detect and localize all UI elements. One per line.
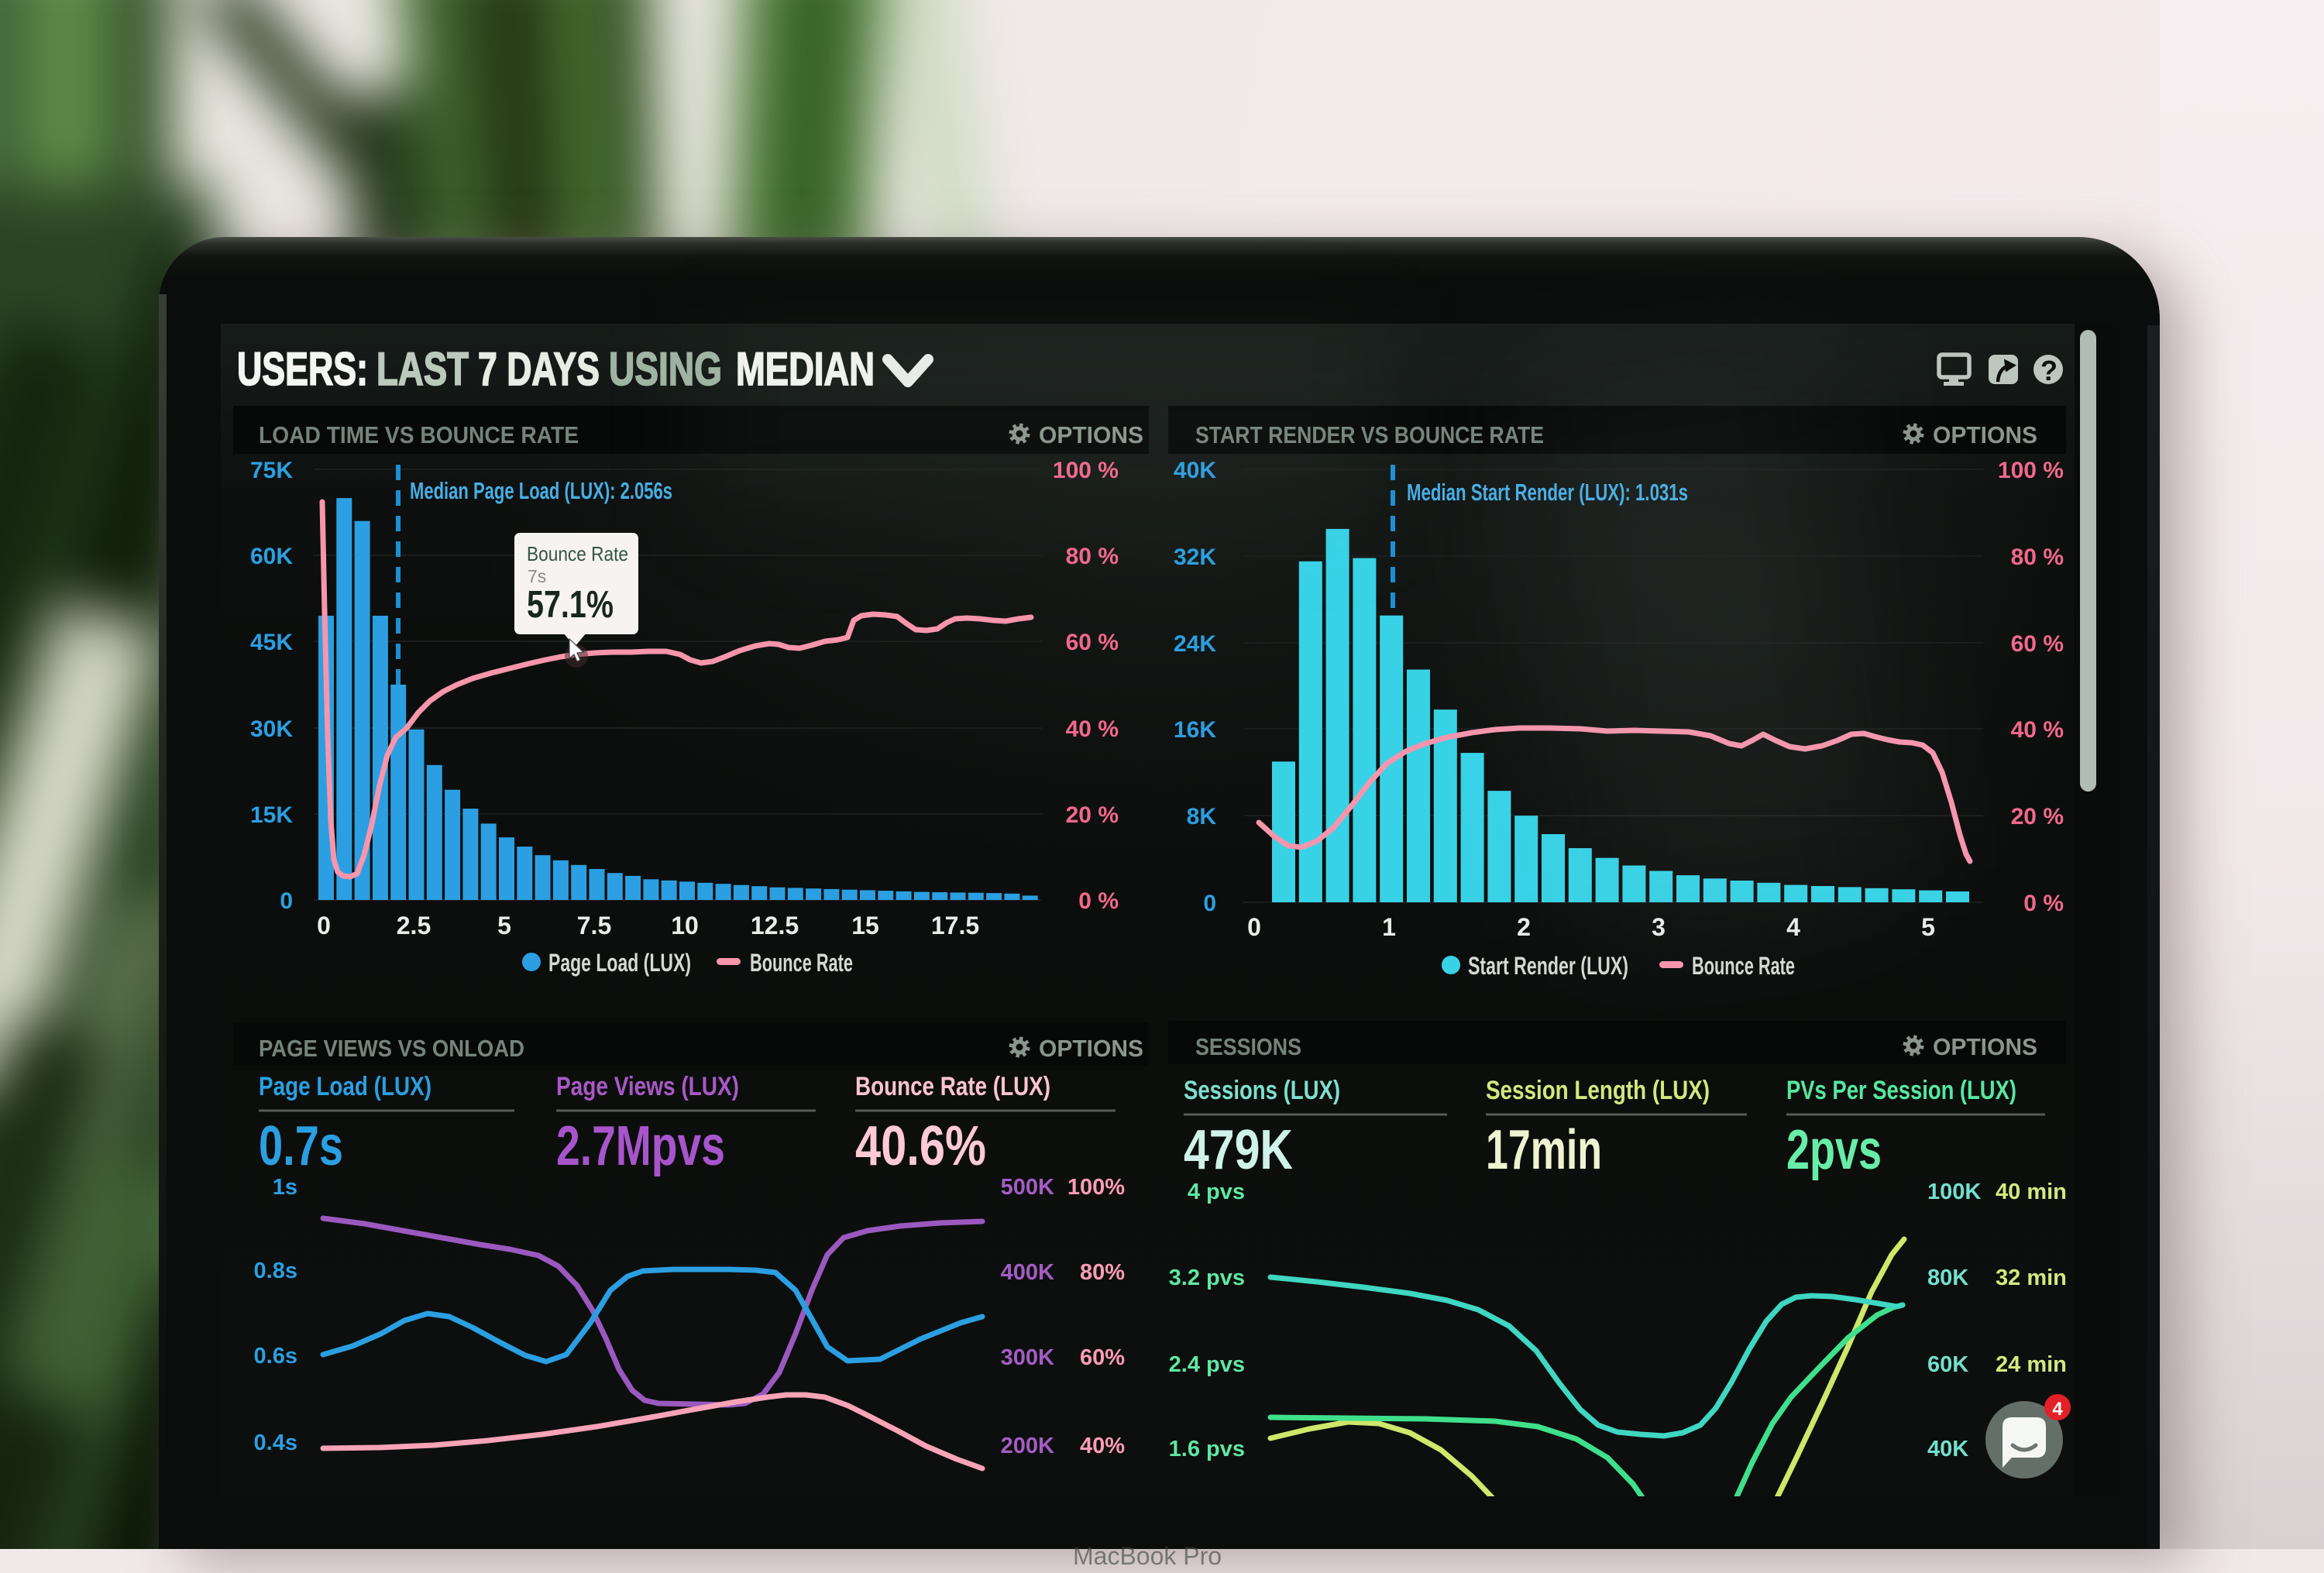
- svg-text:0: 0: [280, 888, 293, 914]
- svg-text:?: ?: [2040, 355, 2058, 386]
- svg-text:80 %: 80 %: [2011, 544, 2064, 570]
- svg-text:2.4 pvs: 2.4 pvs: [1169, 1352, 1245, 1377]
- svg-text:16K: 16K: [1174, 717, 1216, 743]
- svg-text:5: 5: [497, 912, 511, 939]
- svg-text:4: 4: [2052, 1399, 2063, 1420]
- svg-text:15: 15: [851, 912, 879, 939]
- svg-text:PVs Per Session (LUX): PVs Per Session (LUX): [1786, 1076, 2016, 1105]
- svg-text:300K: 300K: [1001, 1345, 1054, 1370]
- svg-text:200K: 200K: [1001, 1434, 1054, 1458]
- svg-text:Start Render (LUX): Start Render (LUX): [1468, 952, 1628, 980]
- svg-text:Page Load (LUX): Page Load (LUX): [259, 1072, 431, 1101]
- svg-text:Median Page Load (LUX): 2.056s: Median Page Load (LUX): 2.056s: [410, 477, 672, 504]
- svg-text:2: 2: [1517, 913, 1531, 941]
- svg-text:OPTIONS: OPTIONS: [1039, 421, 1143, 448]
- svg-text:2pvs: 2pvs: [1786, 1119, 1882, 1181]
- svg-text:1: 1: [1382, 913, 1396, 941]
- svg-text:40K: 40K: [1174, 458, 1216, 483]
- svg-text:24K: 24K: [1174, 631, 1216, 657]
- svg-text:15K: 15K: [250, 802, 293, 828]
- svg-text:0.8s: 0.8s: [254, 1259, 297, 1283]
- svg-text:0: 0: [317, 912, 331, 939]
- svg-text:45K: 45K: [250, 630, 293, 655]
- svg-text:80K: 80K: [1927, 1266, 1968, 1290]
- svg-text:7.5: 7.5: [577, 912, 611, 939]
- svg-text:5: 5: [1921, 913, 1935, 941]
- svg-text:START RENDER VS BOUNCE RATE: START RENDER VS BOUNCE RATE: [1195, 421, 1544, 448]
- svg-text:Bounce Rate (LUX): Bounce Rate (LUX): [855, 1072, 1050, 1101]
- svg-text:20 %: 20 %: [2011, 804, 2064, 829]
- svg-text:LAST: LAST: [376, 343, 469, 395]
- svg-text:LOAD TIME VS BOUNCE RATE: LOAD TIME VS BOUNCE RATE: [259, 421, 579, 448]
- svg-text:32 min: 32 min: [1996, 1266, 2067, 1290]
- svg-text:7s: 7s: [528, 566, 546, 586]
- svg-text:8K: 8K: [1187, 804, 1217, 829]
- svg-text:60 %: 60 %: [1066, 630, 1119, 655]
- svg-text:10: 10: [671, 912, 699, 939]
- svg-text:60 %: 60 %: [2011, 631, 2064, 657]
- svg-text:USING: USING: [609, 343, 722, 395]
- svg-text:OPTIONS: OPTIONS: [1933, 1033, 2037, 1060]
- svg-text:80%: 80%: [1080, 1260, 1125, 1285]
- svg-text:40%: 40%: [1080, 1434, 1125, 1458]
- svg-text:0 %: 0 %: [1078, 888, 1119, 914]
- svg-text:OPTIONS: OPTIONS: [1933, 421, 2037, 448]
- svg-text:0 %: 0 %: [2023, 891, 2064, 916]
- svg-text:Page Load (LUX): Page Load (LUX): [548, 949, 691, 977]
- svg-text:3.2 pvs: 3.2 pvs: [1169, 1266, 1245, 1290]
- svg-text:100 %: 100 %: [1053, 458, 1119, 483]
- svg-text:2.7Mpvs: 2.7Mpvs: [556, 1115, 725, 1177]
- svg-text:30K: 30K: [250, 716, 293, 742]
- svg-text:40 %: 40 %: [2011, 717, 2064, 743]
- svg-text:12.5: 12.5: [751, 912, 799, 939]
- svg-text:40 %: 40 %: [1066, 716, 1119, 742]
- svg-text:3: 3: [1652, 913, 1666, 941]
- svg-text:100%: 100%: [1067, 1175, 1125, 1200]
- svg-text:17min: 17min: [1486, 1119, 1602, 1181]
- svg-text:0: 0: [1247, 913, 1261, 941]
- svg-text:32K: 32K: [1174, 544, 1216, 570]
- svg-text:75K: 75K: [250, 458, 293, 483]
- svg-text:2.5: 2.5: [397, 912, 431, 939]
- svg-text:80 %: 80 %: [1066, 544, 1119, 569]
- svg-text:40K: 40K: [1927, 1437, 1968, 1461]
- svg-text:0: 0: [1203, 891, 1216, 916]
- svg-text:40 min: 40 min: [1996, 1180, 2067, 1204]
- svg-text:0.4s: 0.4s: [254, 1430, 297, 1455]
- svg-text:40.6%: 40.6%: [855, 1115, 986, 1177]
- svg-text:100 %: 100 %: [1998, 458, 2064, 483]
- svg-text:1s: 1s: [273, 1175, 297, 1200]
- svg-text:60%: 60%: [1080, 1345, 1125, 1370]
- svg-text:4: 4: [1786, 913, 1800, 941]
- svg-text:Page Views (LUX): Page Views (LUX): [556, 1072, 739, 1101]
- svg-text:USERS:: USERS:: [237, 343, 368, 395]
- svg-text:4 pvs: 4 pvs: [1188, 1180, 1245, 1204]
- svg-text:MEDIAN: MEDIAN: [736, 343, 875, 395]
- svg-text:OPTIONS: OPTIONS: [1039, 1035, 1143, 1062]
- svg-text:20 %: 20 %: [1066, 802, 1119, 828]
- svg-text:Session Length (LUX): Session Length (LUX): [1486, 1076, 1710, 1105]
- svg-text:100K: 100K: [1927, 1180, 1981, 1204]
- svg-text:400K: 400K: [1001, 1260, 1054, 1285]
- svg-text:Bounce Rate: Bounce Rate: [527, 542, 628, 565]
- svg-text:0.7s: 0.7s: [259, 1115, 343, 1177]
- svg-text:SESSIONS: SESSIONS: [1195, 1033, 1301, 1060]
- svg-text:17.5: 17.5: [931, 912, 979, 939]
- svg-text:60K: 60K: [250, 544, 293, 569]
- svg-text:PAGE VIEWS VS ONLOAD: PAGE VIEWS VS ONLOAD: [259, 1035, 524, 1062]
- svg-text:57.1%: 57.1%: [527, 584, 614, 626]
- svg-text:Bounce Rate: Bounce Rate: [1692, 952, 1795, 980]
- svg-text:479K: 479K: [1184, 1119, 1293, 1181]
- svg-text:1.6 pvs: 1.6 pvs: [1169, 1437, 1245, 1461]
- svg-text:500K: 500K: [1001, 1175, 1054, 1200]
- svg-text:60K: 60K: [1927, 1352, 1968, 1377]
- svg-text:24 min: 24 min: [1996, 1352, 2067, 1377]
- svg-text:7 DAYS: 7 DAYS: [478, 343, 600, 395]
- svg-text:Median Start Render (LUX): 1.0: Median Start Render (LUX): 1.031s: [1407, 479, 1688, 506]
- svg-text:0.6s: 0.6s: [254, 1344, 297, 1369]
- svg-text:Bounce Rate: Bounce Rate: [750, 949, 853, 977]
- svg-text:Sessions (LUX): Sessions (LUX): [1184, 1076, 1340, 1105]
